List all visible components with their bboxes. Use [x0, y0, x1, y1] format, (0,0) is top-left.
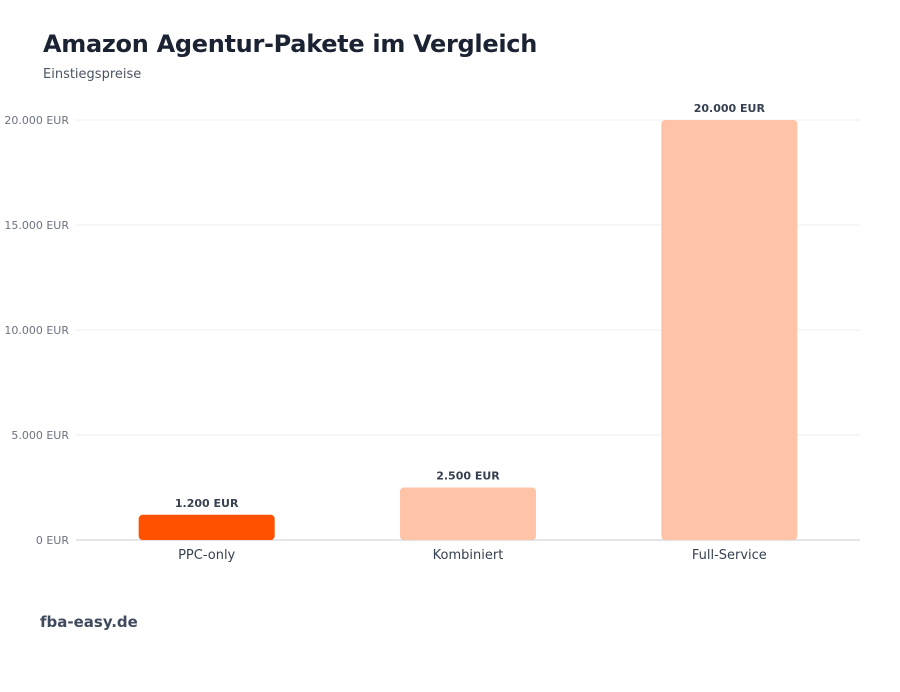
- y-tick-label: 20.000 EUR: [4, 114, 69, 127]
- y-tick-label: 15.000 EUR: [4, 219, 69, 232]
- x-tick-label: Kombiniert: [433, 548, 504, 563]
- source-label: fba-easy.de: [40, 613, 138, 631]
- y-tick-label: 10.000 EUR: [4, 324, 69, 337]
- data-label: 20.000 EUR: [694, 102, 766, 115]
- chart-title: Amazon Agentur-Pakete im Vergleich: [43, 30, 537, 58]
- data-label: 2.500 EUR: [436, 470, 500, 483]
- data-label: 1.200 EUR: [175, 497, 239, 510]
- chart-subtitle: Einstiegspreise: [43, 67, 142, 82]
- y-tick-label: 5.000 EUR: [11, 429, 69, 442]
- bar: [138, 514, 275, 540]
- y-tick-label: 0 EUR: [36, 534, 69, 547]
- x-tick-label: Full-Service: [692, 548, 767, 563]
- bar: [661, 120, 798, 540]
- x-tick-label: PPC-only: [178, 548, 235, 563]
- bar-chart: 0 EUR 5.000 EUR 10.000 EUR 15.000 EUR 20.000…: [4, 102, 860, 563]
- bar: [400, 487, 536, 540]
